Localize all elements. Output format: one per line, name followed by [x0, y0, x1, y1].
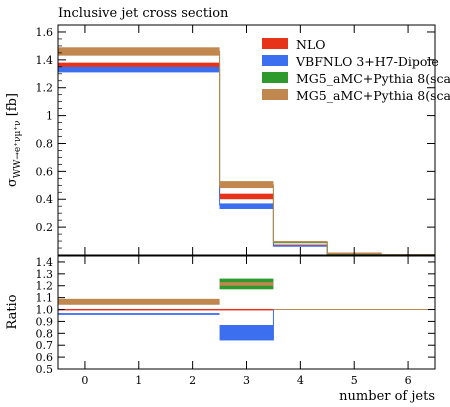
x-tick-label: 2	[189, 374, 196, 387]
ratio-panel: 0.50.60.70.80.91.01.11.21.31.4 Ratio	[5, 255, 436, 376]
ratio-y-tick-label: 1.0	[36, 304, 54, 317]
x-tick-label: 5	[351, 374, 358, 387]
ratio-y-tick-label: 1.4	[36, 256, 54, 269]
ratio-data-marks	[58, 278, 435, 341]
band-1-bin-1	[219, 203, 274, 209]
legend-label: MG5_aMC+Pythia 8(scale)	[296, 88, 450, 103]
legend-label: VBFNLO 3+H7-Dipole	[295, 54, 439, 69]
x-tick-label: 6	[405, 374, 412, 387]
ratio-band-1-bin-0	[58, 313, 220, 315]
ratio-x-ticks	[84, 256, 409, 369]
band-3-bin-1	[219, 181, 274, 189]
legend-swatch	[262, 72, 288, 83]
main-y-tick-label: 1.2	[36, 82, 54, 95]
ratio-y-tick-label: 0.6	[36, 351, 54, 364]
x-tick-label: 1	[135, 374, 142, 387]
ratio-y-axis-label: Ratio	[5, 294, 20, 329]
legend-swatch	[262, 38, 288, 49]
legend-swatch	[262, 55, 288, 66]
central-line-3	[58, 50, 435, 256]
main-x-ticks	[84, 25, 409, 255]
ratio-frame	[57, 255, 436, 370]
main-y-tick-label: 0.4	[36, 193, 54, 206]
main-panel: 0.2 0.4 0.6 0.8 1 1.2 1.4 1.6 σWW→e⁺νμ⁺ν [fb] N…	[5, 24, 450, 257]
legend-label: MG5_aMC+Pythia 8(scale)	[296, 71, 450, 86]
legend: NLO VBFNLO 3+H7-Dipole MG5_aMC+Pythia 8(sc…	[262, 37, 450, 103]
main-y-tick-label: 1.6	[36, 26, 54, 39]
main-y-axis-label: σWW→e⁺νμ⁺ν [fb]	[5, 93, 23, 187]
main-y-tick-label: 1	[46, 110, 53, 123]
ratio-y-tick-label: 0.5	[36, 363, 54, 376]
main-y-ticks: 0.2 0.4 0.6 0.8 1 1.2 1.4 1.6	[36, 26, 435, 249]
main-y-tick-label: 0.8	[36, 137, 54, 150]
ratio-y-tick-label: 1.3	[36, 268, 54, 281]
main-y-tick-label: 1.4	[36, 54, 54, 67]
ratio-y-ticks: 0.50.60.70.80.91.01.11.21.31.4	[36, 256, 435, 376]
ratio-y-tick-label: 0.8	[36, 327, 54, 340]
x-axis-label: number of jets	[339, 389, 435, 404]
x-tick-label: 3	[243, 374, 250, 387]
ratio-band-3-bin-0	[58, 298, 220, 305]
legend-label: NLO	[296, 37, 326, 52]
x-tick-label: 4	[297, 374, 304, 387]
main-y-tick-label: 0.6	[36, 165, 54, 178]
ratio-band-3-bin-1	[219, 282, 274, 286]
chart-title: Inclusive jet cross section	[58, 6, 229, 21]
x-tick-label: 0	[81, 374, 88, 387]
ratio-band-1-bin-1	[219, 324, 274, 341]
x-tick-labels: 0 1 2 3 4 5 6	[81, 374, 411, 387]
ratio-y-tick-label: 1.1	[36, 292, 54, 305]
ratio-y-tick-label: 0.9	[36, 315, 54, 328]
ratio-y-tick-label: 0.7	[36, 339, 54, 352]
legend-swatch	[262, 89, 288, 100]
main-y-tick-label: 0.2	[36, 221, 54, 234]
ratio-y-tick-label: 1.2	[36, 280, 54, 293]
